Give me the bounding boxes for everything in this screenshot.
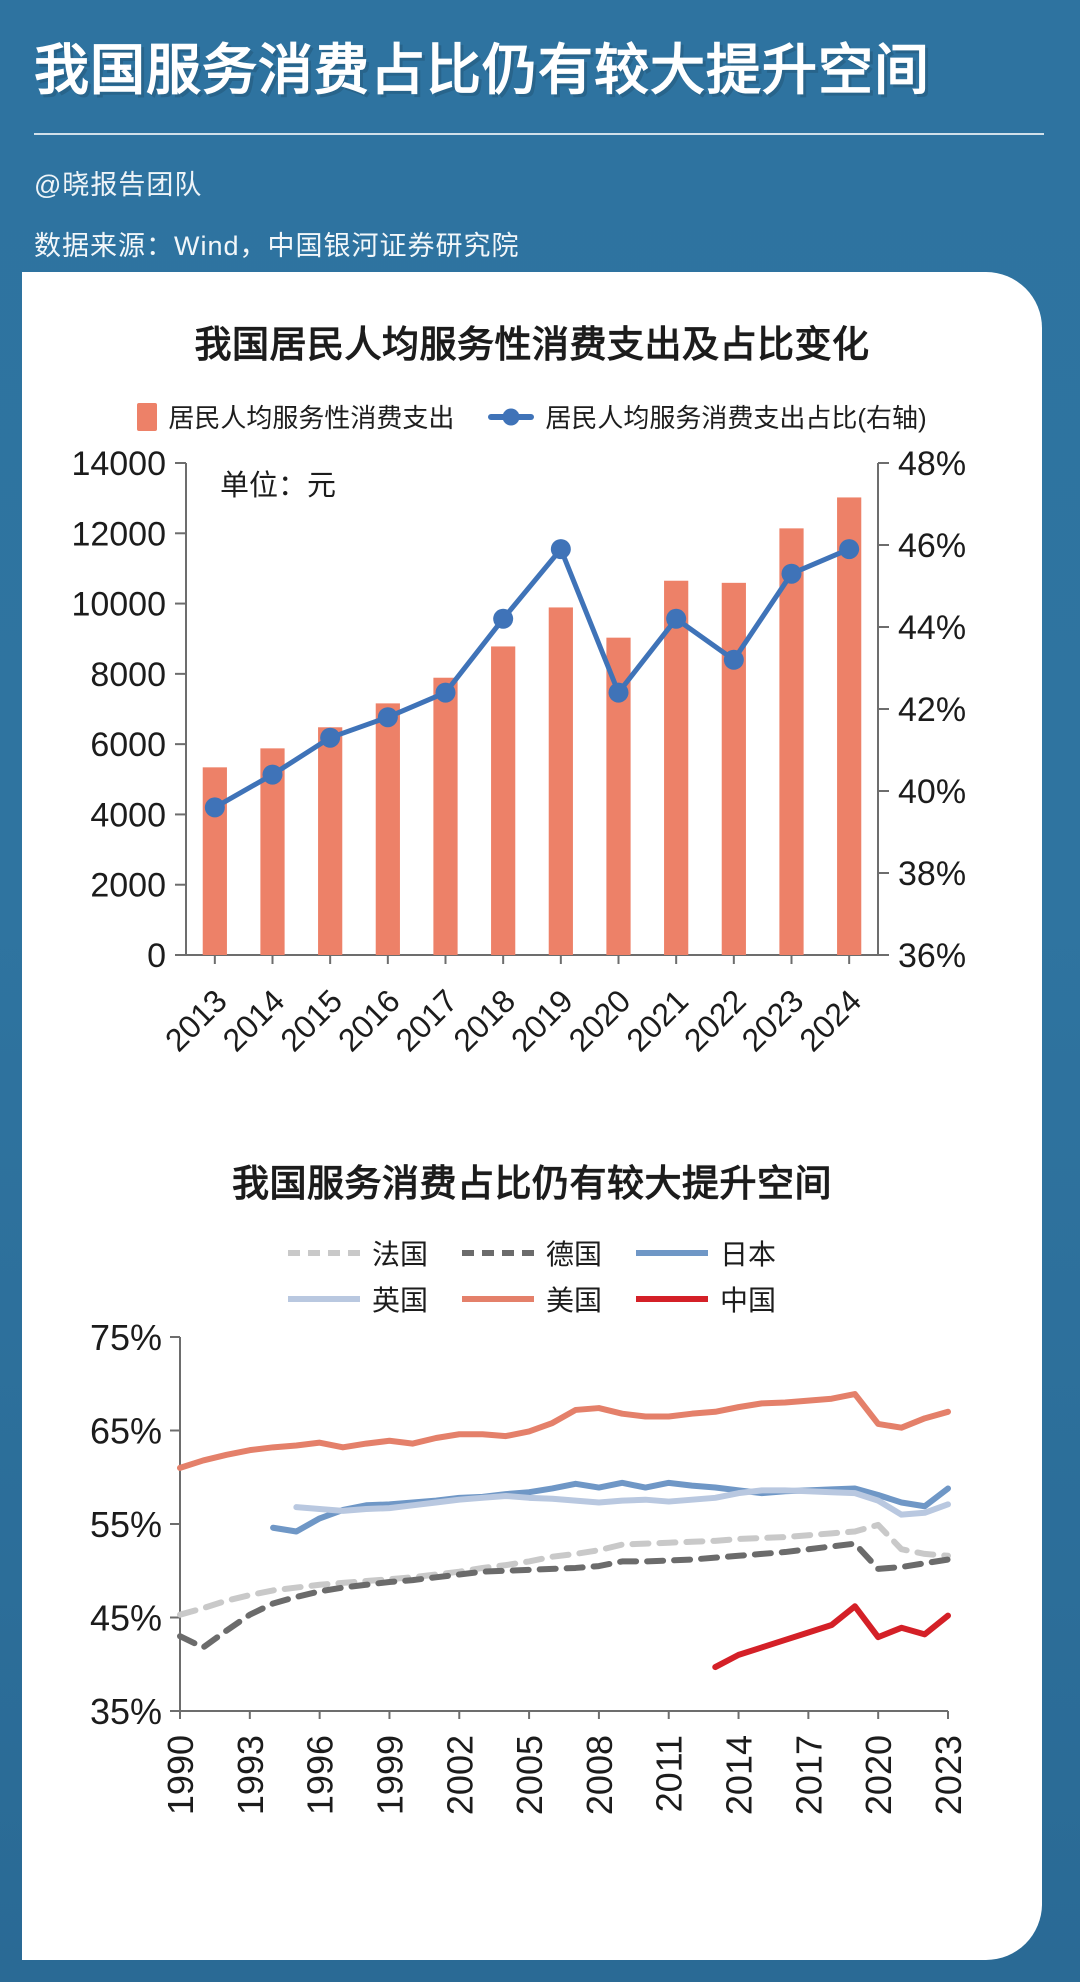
legend-label-japan: 日本 xyxy=(720,1239,777,1270)
svg-text:35%: 35% xyxy=(90,1691,162,1732)
legend-item-uk: 英国 xyxy=(287,1279,428,1319)
svg-text:2014: 2014 xyxy=(719,1735,760,1815)
china-swatch-icon xyxy=(636,1296,708,1302)
svg-text:1999: 1999 xyxy=(369,1735,410,1815)
svg-text:38%: 38% xyxy=(898,855,966,893)
legend-item-china: 中国 xyxy=(636,1279,776,1319)
svg-text:4000: 4000 xyxy=(90,796,166,834)
svg-text:48%: 48% xyxy=(898,445,966,483)
page-title: 我国服务消费占比仍有较大提升空间 xyxy=(34,39,931,101)
svg-text:2020: 2020 xyxy=(562,982,638,1058)
japan-swatch-icon xyxy=(636,1250,708,1256)
chart1-plot: 0 2000 4000 6000 8000 10000 12000 14000 36% 38% 40… xyxy=(48,435,1016,1125)
svg-text:8000: 8000 xyxy=(90,656,166,694)
svg-text:2017: 2017 xyxy=(389,982,465,1058)
legend-label-line: 居民人均服务消费支出占比(右轴) xyxy=(545,403,927,433)
svg-text:2021: 2021 xyxy=(619,982,695,1058)
svg-text:45%: 45% xyxy=(90,1598,162,1639)
svg-text:2000: 2000 xyxy=(90,867,166,905)
svg-text:2023: 2023 xyxy=(928,1735,969,1815)
legend-item-usa: 美国 xyxy=(461,1279,602,1319)
svg-text:2020: 2020 xyxy=(858,1735,899,1815)
chart2-plot: 35% 45% 55% 65% 75% 1990 1993 1996 1999 2002 2005 2… xyxy=(48,1319,1016,1879)
chart1-title: 我国居民人均服务性消费支出及占比变化 xyxy=(194,324,870,365)
svg-text:2018: 2018 xyxy=(446,982,522,1058)
byline: @晓报告团队 xyxy=(34,169,203,200)
legend-label-germany: 德国 xyxy=(545,1239,602,1270)
legend-label-bar: 居民人均服务性消费支出 xyxy=(168,403,455,433)
germany-swatch-icon xyxy=(461,1250,534,1256)
charts-card: 我国居民人均服务性消费支出及占比变化 居民人均服务性消费支出 居民人均服务消费支… xyxy=(22,272,1042,1960)
svg-text:2023: 2023 xyxy=(735,982,811,1058)
legend-item-bar: 居民人均服务性消费支出 xyxy=(137,398,454,435)
bar-swatch-icon xyxy=(137,402,158,431)
legend-label-usa: 美国 xyxy=(545,1285,602,1316)
svg-text:1990: 1990 xyxy=(160,1735,201,1815)
svg-text:65%: 65% xyxy=(90,1411,162,1452)
svg-text:1993: 1993 xyxy=(230,1735,271,1815)
chart1-legend: 居民人均服务性消费支出 居民人均服务消费支出占比(右轴) xyxy=(48,398,1016,435)
chart2-title: 我国服务消费占比仍有较大提升空间 xyxy=(232,1163,832,1204)
line-marker-icon xyxy=(502,408,520,425)
svg-text:6000: 6000 xyxy=(90,726,166,764)
svg-text:46%: 46% xyxy=(898,527,966,565)
svg-text:2008: 2008 xyxy=(579,1735,620,1815)
svg-text:2017: 2017 xyxy=(788,1735,829,1815)
chart2-legend: 法国 德国 日本 英国 美国 xyxy=(48,1233,1016,1319)
header-divider xyxy=(34,132,1044,135)
legend-label-china: 中国 xyxy=(720,1285,777,1316)
svg-text:2024: 2024 xyxy=(792,982,868,1058)
svg-text:2002: 2002 xyxy=(439,1735,480,1815)
svg-text:10000: 10000 xyxy=(71,586,166,624)
data-source: 数据来源：Wind，中国银河证券研究院 xyxy=(34,230,520,261)
svg-text:36%: 36% xyxy=(898,937,966,975)
legend-item-line: 居民人均服务消费支出占比(右轴) xyxy=(488,398,927,435)
legend-label-uk: 英国 xyxy=(371,1285,428,1316)
svg-text:2005: 2005 xyxy=(509,1735,550,1815)
legend-item-france: 法国 xyxy=(287,1233,428,1273)
svg-text:12000: 12000 xyxy=(71,515,166,553)
svg-text:0: 0 xyxy=(147,937,166,975)
svg-text:单位：元: 单位：元 xyxy=(220,469,336,502)
legend-item-germany: 德国 xyxy=(461,1233,602,1273)
usa-swatch-icon xyxy=(461,1296,534,1302)
svg-text:2015: 2015 xyxy=(273,982,349,1058)
legend-label-france: 法国 xyxy=(371,1239,428,1270)
svg-text:75%: 75% xyxy=(90,1319,162,1358)
svg-text:2014: 2014 xyxy=(216,982,292,1058)
line-swatch-icon xyxy=(488,408,535,425)
france-swatch-icon xyxy=(287,1250,360,1256)
svg-text:44%: 44% xyxy=(898,609,966,647)
svg-text:2013: 2013 xyxy=(158,982,234,1058)
uk-swatch-icon xyxy=(287,1296,360,1302)
svg-text:1996: 1996 xyxy=(300,1735,341,1815)
svg-text:2022: 2022 xyxy=(677,982,753,1058)
svg-text:2011: 2011 xyxy=(649,1735,690,1812)
svg-text:55%: 55% xyxy=(90,1504,162,1545)
legend-item-japan: 日本 xyxy=(636,1233,776,1273)
poster-header: 我国服务消费占比仍有较大提升空间 @晓报告团队 数据来源：Wind，中国银河证券… xyxy=(0,0,1080,263)
svg-text:42%: 42% xyxy=(898,691,966,729)
svg-text:2019: 2019 xyxy=(504,982,580,1058)
svg-text:14000: 14000 xyxy=(71,445,166,483)
svg-text:40%: 40% xyxy=(898,773,966,811)
svg-text:2016: 2016 xyxy=(331,982,407,1058)
